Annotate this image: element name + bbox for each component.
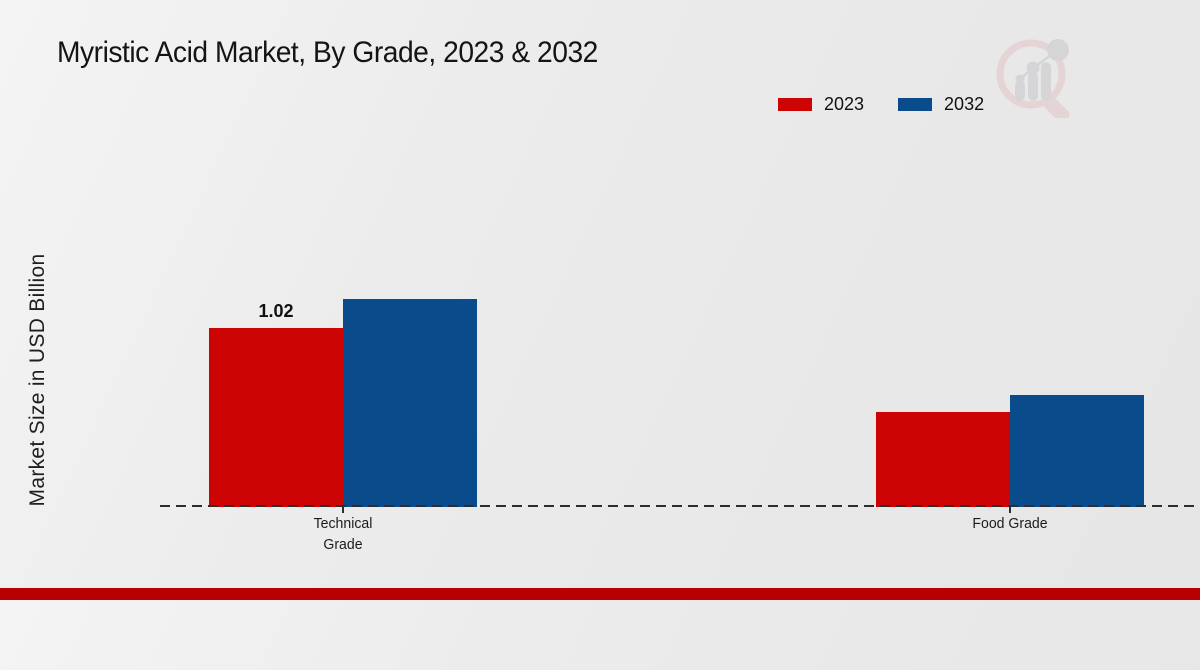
bar-value-label: 1.02: [258, 301, 294, 321]
legend-label: 2032: [944, 94, 985, 114]
plot-area: 1.02 Technical Grade Food Grade: [209, 299, 1144, 553]
legend-item-2023: 2023: [778, 94, 864, 115]
x-axis-baseline: [160, 505, 1194, 507]
bar-2023-food-grade: [876, 412, 1010, 507]
legend: 2023 2032: [778, 94, 984, 115]
legend-label: 2023: [824, 94, 865, 114]
footer-accent-strip: [0, 588, 1200, 600]
legend-item-2032: 2032: [898, 94, 984, 115]
bar-2032-food-grade: [1010, 395, 1144, 507]
x-axis-category-label: Technical Grade: [313, 515, 373, 553]
legend-swatch: [778, 98, 812, 111]
bar-2032-technical-grade: [343, 299, 477, 507]
bar-chart-magnifier-logo-icon: [996, 39, 1070, 118]
chart-title: Myristic Acid Market, By Grade, 2023 & 2…: [57, 36, 598, 69]
x-axis-tick: [342, 507, 344, 513]
legend-swatch: [898, 98, 933, 111]
x-axis-tick: [1009, 507, 1011, 513]
chart-root: Myristic Acid Market, By Grade, 2023 & 2…: [0, 36, 1200, 600]
x-axis-category-label: Food Grade: [972, 515, 1048, 532]
bar-2023-technical-grade: [209, 328, 343, 507]
